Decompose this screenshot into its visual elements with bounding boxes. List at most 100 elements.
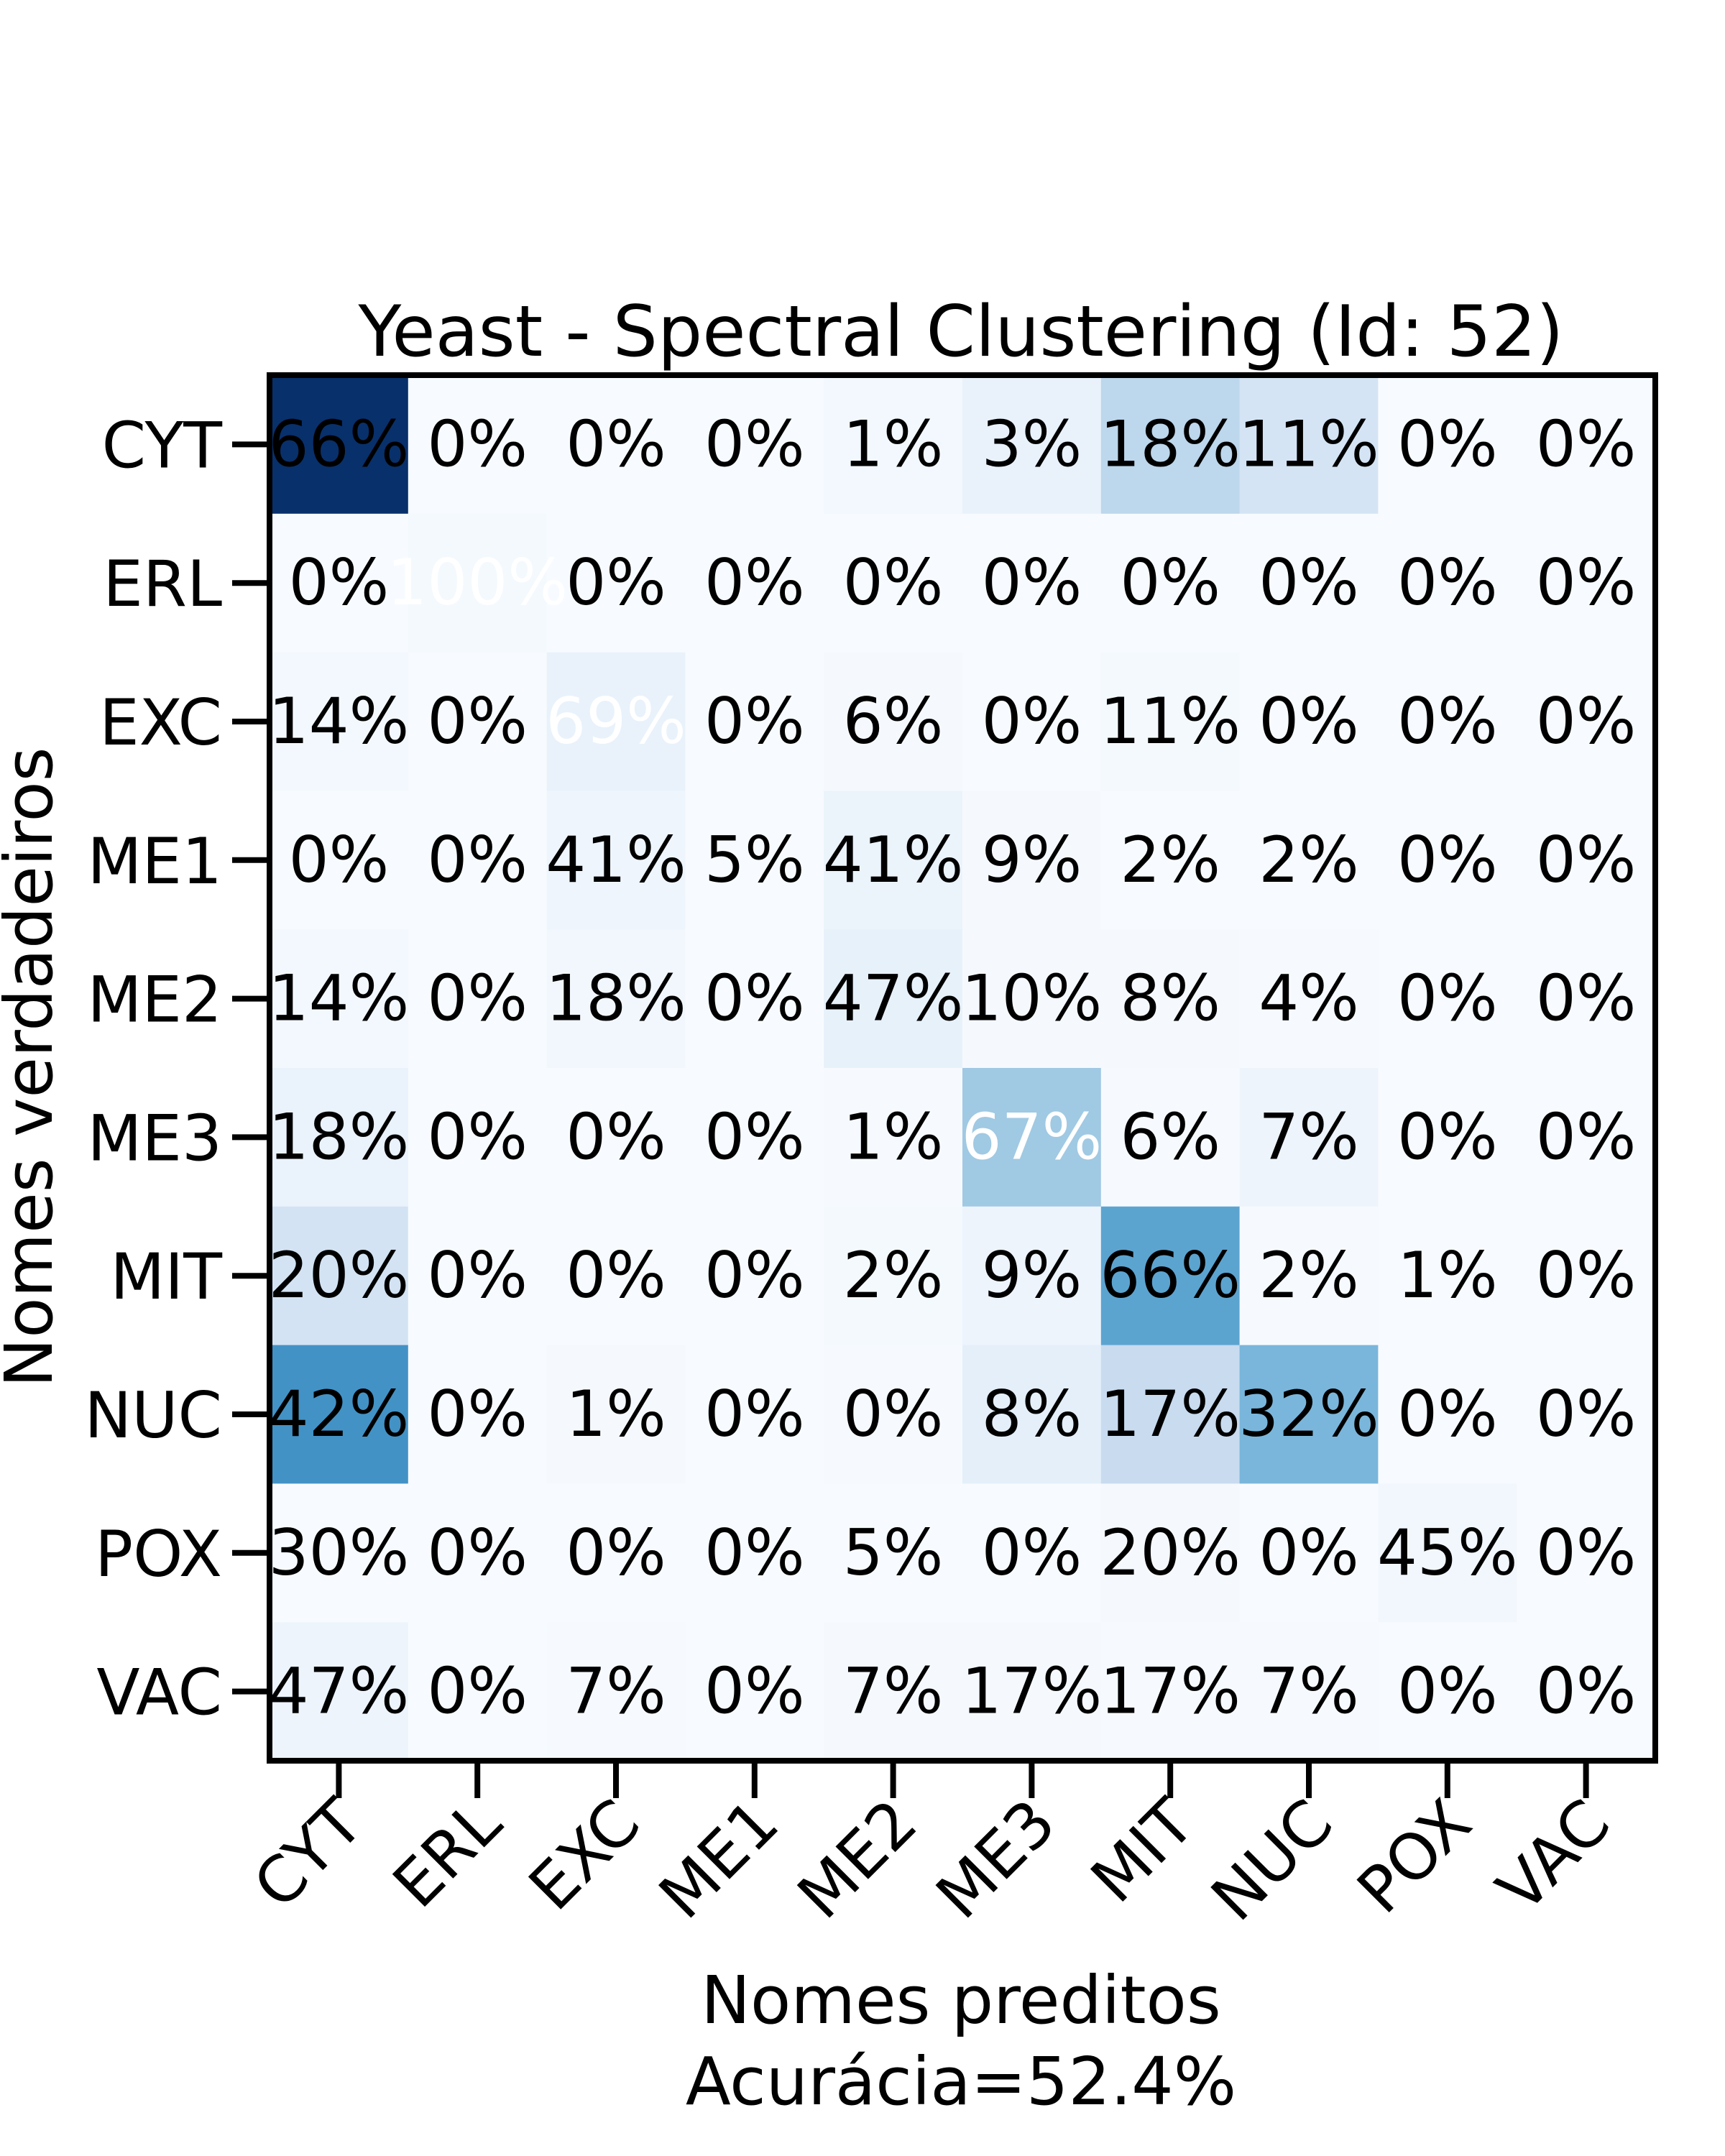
- heatmap-cell: [408, 791, 548, 930]
- heatmap-cell: [408, 1483, 548, 1623]
- heatmap-cell: [546, 652, 686, 791]
- heatmap-cell: [1239, 929, 1379, 1069]
- heatmap-cell: [824, 791, 963, 930]
- cell-value-label: 41%: [823, 823, 964, 897]
- cell-value-label: 2%: [1259, 1238, 1359, 1312]
- cell-value-label: 0%: [566, 545, 666, 619]
- cell-value-label: 0%: [1397, 962, 1498, 1036]
- cell-value-label: 0%: [1120, 545, 1220, 619]
- heatmap-cell: [824, 513, 963, 653]
- cell-value-label: 41%: [546, 823, 686, 897]
- heatmap-cell: [685, 1483, 824, 1623]
- cell-value-label: 0%: [1536, 1238, 1637, 1312]
- heatmap-cell: [270, 1068, 409, 1207]
- heatmap-cell: [685, 791, 824, 930]
- cell-value-label: 0%: [704, 1377, 805, 1451]
- cell-value-label: 0%: [1397, 823, 1498, 897]
- heatmap-cell-labels: 66% 0% 0% 0% 1% 3% 18%11% 0% 0%0%100%0% 0% 0% 0% 0% 0…: [269, 407, 1637, 1728]
- y-tick-label: ME1: [87, 824, 222, 898]
- cell-value-label: 0%: [982, 684, 1082, 758]
- x-tick-label: ERL: [379, 1785, 515, 1922]
- heatmap-cell: [1100, 652, 1241, 791]
- cell-value-label: 11%: [1238, 407, 1379, 481]
- heatmap-cell: [408, 1345, 548, 1484]
- heatmap-cell: [270, 513, 409, 653]
- x-tick-label: CYT: [239, 1784, 377, 1922]
- x-tick-label: ME3: [922, 1785, 1070, 1932]
- heatmap-cell: [685, 1206, 824, 1346]
- cell-value-label: 8%: [982, 1377, 1082, 1451]
- x-tick-label: NUC: [1197, 1785, 1346, 1935]
- heatmap-cell: [270, 791, 409, 930]
- cell-value-label: 32%: [1238, 1377, 1379, 1451]
- cell-value-label: 3%: [982, 407, 1082, 481]
- cell-value-label: 11%: [1100, 684, 1241, 758]
- cell-value-label: 20%: [269, 1238, 410, 1312]
- cell-value-label: 66%: [269, 407, 410, 481]
- heatmap-cell: [1378, 513, 1517, 653]
- heatmap-cell: [1239, 1068, 1379, 1207]
- cell-value-label: 0%: [1536, 1100, 1637, 1174]
- heatmap-cell: [685, 1622, 824, 1761]
- cell-value-label: 0%: [427, 1377, 528, 1451]
- heatmap-cell: [1378, 1345, 1517, 1484]
- heatmap-cell: [1239, 652, 1379, 791]
- cell-value-label: 18%: [269, 1100, 410, 1174]
- y-tick-label: CYT: [102, 408, 224, 482]
- heatmap-cell: [546, 1345, 686, 1484]
- heatmap-cell: [1100, 1068, 1241, 1207]
- heatmap-cell: [962, 791, 1102, 930]
- cell-value-label: 69%: [546, 684, 686, 758]
- heatmap-cell: [270, 1345, 409, 1484]
- cell-value-label: 0%: [982, 1516, 1082, 1590]
- cell-value-label: 0%: [427, 823, 528, 897]
- heatmap-cell: [546, 1622, 686, 1761]
- heatmap-cell: [1239, 1345, 1379, 1484]
- heatmap-cell: [1239, 1206, 1379, 1346]
- heatmap-cell: [962, 375, 1102, 515]
- heatmap-cell: [685, 513, 824, 653]
- cell-value-label: 1%: [843, 1100, 944, 1174]
- cell-value-label: 17%: [962, 1654, 1103, 1728]
- heatmap-cell: [1378, 1622, 1517, 1761]
- cell-value-label: 1%: [566, 1377, 666, 1451]
- heatmap-cell: [546, 1206, 686, 1346]
- heatmap-cell: [1517, 513, 1656, 653]
- heatmap-cell: [685, 375, 824, 515]
- cell-value-label: 7%: [1259, 1654, 1359, 1728]
- cell-value-label: 6%: [1120, 1100, 1220, 1174]
- heatmap-cell: [962, 1483, 1102, 1623]
- heatmap-cell: [408, 513, 548, 653]
- heatmap-cell: [1517, 1483, 1656, 1623]
- cell-value-label: 0%: [427, 962, 528, 1036]
- cell-value-label: 42%: [269, 1377, 410, 1451]
- cell-value-label: 0%: [289, 823, 390, 897]
- heatmap-cell: [685, 929, 824, 1069]
- heatmap-cell: [824, 1483, 963, 1623]
- y-tick-label: EXC: [99, 686, 222, 760]
- cell-value-label: 0%: [1397, 1377, 1498, 1451]
- heatmap-cell: [962, 1622, 1102, 1761]
- heatmap-cell: [1378, 791, 1517, 930]
- heatmap-cell: [270, 929, 409, 1069]
- cell-value-label: 7%: [843, 1654, 944, 1728]
- cell-value-label: 5%: [704, 823, 805, 897]
- heatmap-cell: [546, 1483, 686, 1623]
- cell-value-label: 0%: [427, 684, 528, 758]
- heatmap-cells: [270, 375, 1656, 1761]
- heatmap-cell: [962, 929, 1102, 1069]
- heatmap-cell: [685, 652, 824, 791]
- heatmap-cell: [270, 1483, 409, 1623]
- cell-value-label: 17%: [1100, 1377, 1241, 1451]
- cell-value-label: 0%: [1536, 1654, 1637, 1728]
- heatmap-cell: [824, 652, 963, 791]
- cell-value-label: 14%: [269, 962, 410, 1036]
- cell-value-label: 0%: [843, 1377, 944, 1451]
- y-tick-label: POX: [95, 1517, 222, 1591]
- heatmap-cell: [824, 929, 963, 1069]
- cell-value-label: 0%: [566, 407, 666, 481]
- heatmap-cell: [1100, 929, 1241, 1069]
- heatmap-cell: [1517, 1345, 1656, 1484]
- heatmap-cell: [270, 1206, 409, 1346]
